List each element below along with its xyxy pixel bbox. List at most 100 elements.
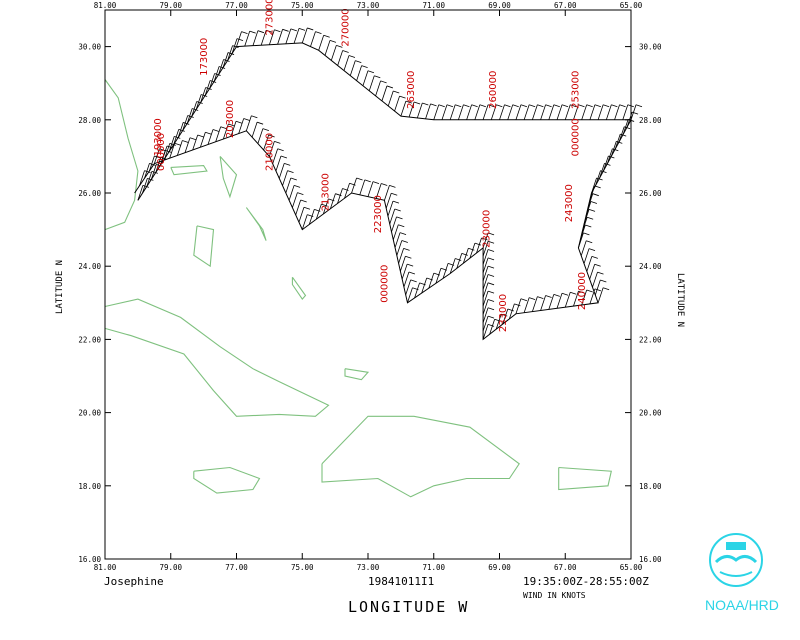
wind-barb-flag [147,177,154,181]
x-tick-label-bottom: 69.00 [488,563,511,572]
wind-barb [260,30,267,46]
wind-barb-flag [403,248,410,251]
wind-barb [435,268,442,284]
wind-barb [394,95,400,112]
wind-barb-flag [501,313,508,317]
wind-barb-flag [336,45,343,48]
wind-barb [231,38,238,54]
wind-barb-flag [241,31,248,34]
wind-barb-flag [597,271,604,275]
wind-barb-flag [537,296,544,299]
wind-barb-flag [455,104,462,108]
wind-barb-flag [144,170,151,174]
y-tick-label-left: 30.00 [78,43,101,52]
x-tick-label-bottom: 65.00 [620,563,643,572]
wind-barb [227,45,233,61]
wind-barb-flag [422,102,429,106]
wind-barb-flag [507,308,514,312]
wind-barb [540,295,546,311]
wind-barb [301,27,308,44]
wind-barb-flag [174,136,181,139]
wind-barb [482,307,489,323]
wind-barb-flag [257,30,265,34]
wind-barb-flag [323,34,330,38]
wind-barb [433,104,440,120]
coast-florida [104,79,139,231]
wind-barb [301,214,308,230]
wind-barb-flag [154,155,161,159]
wind-barb-flag [433,272,440,276]
wind-barb [414,282,420,299]
wind-barb-flag [223,59,230,62]
wind-barb [200,87,207,103]
y-tick-label-right: 22.00 [639,335,662,344]
wind-barb [531,104,538,120]
wind-barb [556,104,563,120]
wind-barb-flag [364,179,371,183]
wind-barb [462,248,469,264]
wind-units-note: WIND IN KNOTS [523,591,586,600]
wind-barb [508,303,515,320]
wind-barb-flag [487,274,495,277]
wind-barb [337,188,343,204]
wind-barb [499,104,505,120]
axis-ticks: 81.00 81.00 79.00 79.00 77.00 77.00 75.00 75.00… [78,1,662,572]
wind-barb [592,271,598,288]
wind-barb-flag [588,208,596,212]
wind-barb [195,94,202,110]
wind-barb-flag [481,237,488,241]
wind-barb-flag [280,155,288,159]
x-tick-label-bottom: 71.00 [422,563,445,572]
wind-barb [161,145,168,162]
wind-barb-flag [399,232,407,235]
wind-barb [482,282,489,298]
wind-barb-flag [463,104,470,108]
wind-barb [586,256,593,272]
wind-barb-flag [307,214,314,217]
x-axis-title: LONGITUDE W [348,598,470,616]
wind-barb-flag [529,104,536,108]
wind-barb [597,104,604,120]
wind-barb [362,70,369,86]
wind-barb [150,164,157,180]
x-tick-label-top: 77.00 [225,1,248,10]
coast-jamaica [193,466,261,494]
x-tick-label-top: 65.00 [620,1,643,10]
wind-barb [315,204,322,220]
wind-barb-flag [391,192,398,196]
wind-barb-flag [487,282,495,286]
wind-barb [594,279,601,296]
wind-barb [268,141,275,157]
wind-barb-flag [209,80,217,83]
wind-barb-flag [455,258,462,261]
wind-barb-flag [520,298,528,302]
wind-barb [581,104,588,120]
wind-barb-flag [392,200,400,204]
plot-frame [104,9,632,560]
wind-barb [218,59,224,75]
wind-barb [191,101,198,117]
wind-barb [263,134,270,151]
wind-barb [482,324,489,340]
wind-barb-flag [474,242,482,246]
wind-barb [502,308,509,325]
wind-barb [141,178,148,194]
wind-barb-flag [374,75,381,79]
wind-barb-flag [586,104,593,108]
wind-barb-flag [307,27,314,31]
wind-barb-flag [561,292,569,296]
wind-barb-flag [380,80,387,84]
wind-barb-flag [487,249,495,252]
flight-track [134,42,632,341]
wind-barb [441,104,448,120]
altitude-label: 193000 [153,118,164,156]
wind-barb [564,104,571,120]
wind-barb-flag [447,263,455,266]
wind-barb-flag [386,85,394,89]
wind-barb-flag [277,148,284,152]
wind-barb [252,30,259,46]
wind-barb-flag [520,104,528,108]
wind-barb-flag [410,279,417,283]
altitude-label: 273000 [265,0,276,36]
